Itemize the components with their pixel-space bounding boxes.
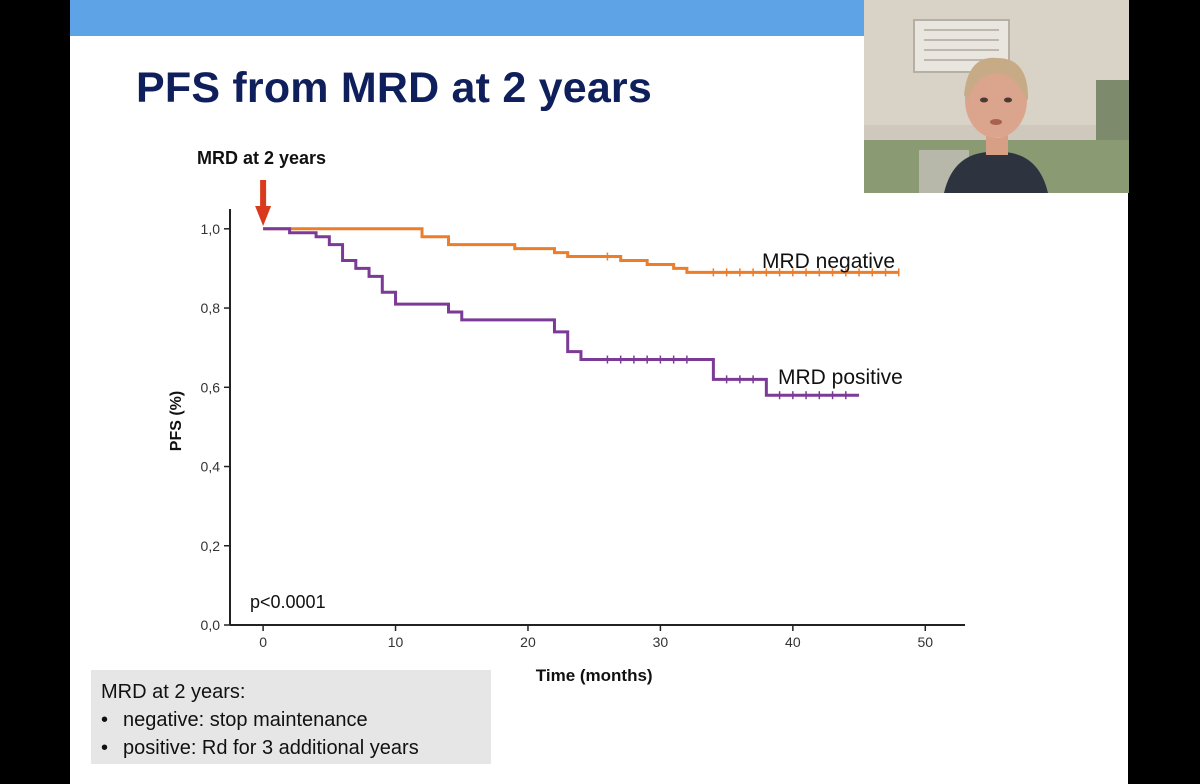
series-label-0: MRD negative	[762, 250, 895, 273]
note-bullet-negative: • negative: stop maintenance	[101, 709, 368, 731]
series-line-1	[263, 227, 860, 397]
y-tick-label: 0,4	[201, 459, 221, 475]
y-tick-label: 0,8	[201, 300, 221, 316]
x-axis-ticks: 0 10 20 30 40 50	[259, 625, 933, 650]
x-tick-label: 10	[388, 634, 404, 650]
note-bullet-positive-text: positive: Rd for 3 additional years	[123, 737, 419, 759]
note-box: MRD at 2 years: • negative: stop maintena…	[91, 670, 491, 764]
note-bullet-negative-text: negative: stop maintenance	[123, 709, 368, 731]
marker-label: MRD at 2 years	[197, 148, 327, 168]
webcam-video	[864, 0, 1129, 193]
y-axis-ticks: 0,0 0,2 0,4 0,6 0,8 1,0	[201, 221, 230, 633]
x-tick-label: 20	[520, 634, 536, 650]
x-tick-label: 30	[653, 634, 669, 650]
p-value-annotation: p<0.0001	[250, 592, 326, 612]
y-tick-label: 0,2	[201, 538, 221, 554]
x-tick-label: 50	[917, 634, 933, 650]
x-tick-label: 0	[259, 634, 267, 650]
x-axis-label: Time (months)	[536, 666, 653, 685]
series-label-1: MRD positive	[778, 366, 903, 389]
chart-axes	[229, 209, 965, 626]
marker-arrow	[255, 180, 272, 226]
webcam-image	[864, 0, 1129, 193]
y-tick-label: 0,0	[201, 617, 221, 633]
x-tick-label: 40	[785, 634, 801, 650]
series-lines: MRD negative MRD positive	[263, 227, 903, 400]
km-chart: 0,0 0,2 0,4 0,6 0,8 1,0 0 10 20 30 40 50 PFS (%) T…	[168, 180, 965, 685]
slide-title: PFS from MRD at 2 years	[136, 64, 652, 112]
y-tick-label: 0,6	[201, 379, 221, 395]
note-bullet-positive: • positive: Rd for 3 additional years	[101, 737, 419, 759]
series-line-0	[263, 227, 899, 274]
y-axis-label: PFS (%)	[168, 391, 185, 451]
note-heading: MRD at 2 years:	[101, 681, 246, 703]
arrow-head	[255, 206, 272, 226]
slide-header-bar	[70, 0, 865, 36]
y-tick-label: 1,0	[201, 221, 221, 237]
arrow-shaft	[260, 180, 267, 210]
